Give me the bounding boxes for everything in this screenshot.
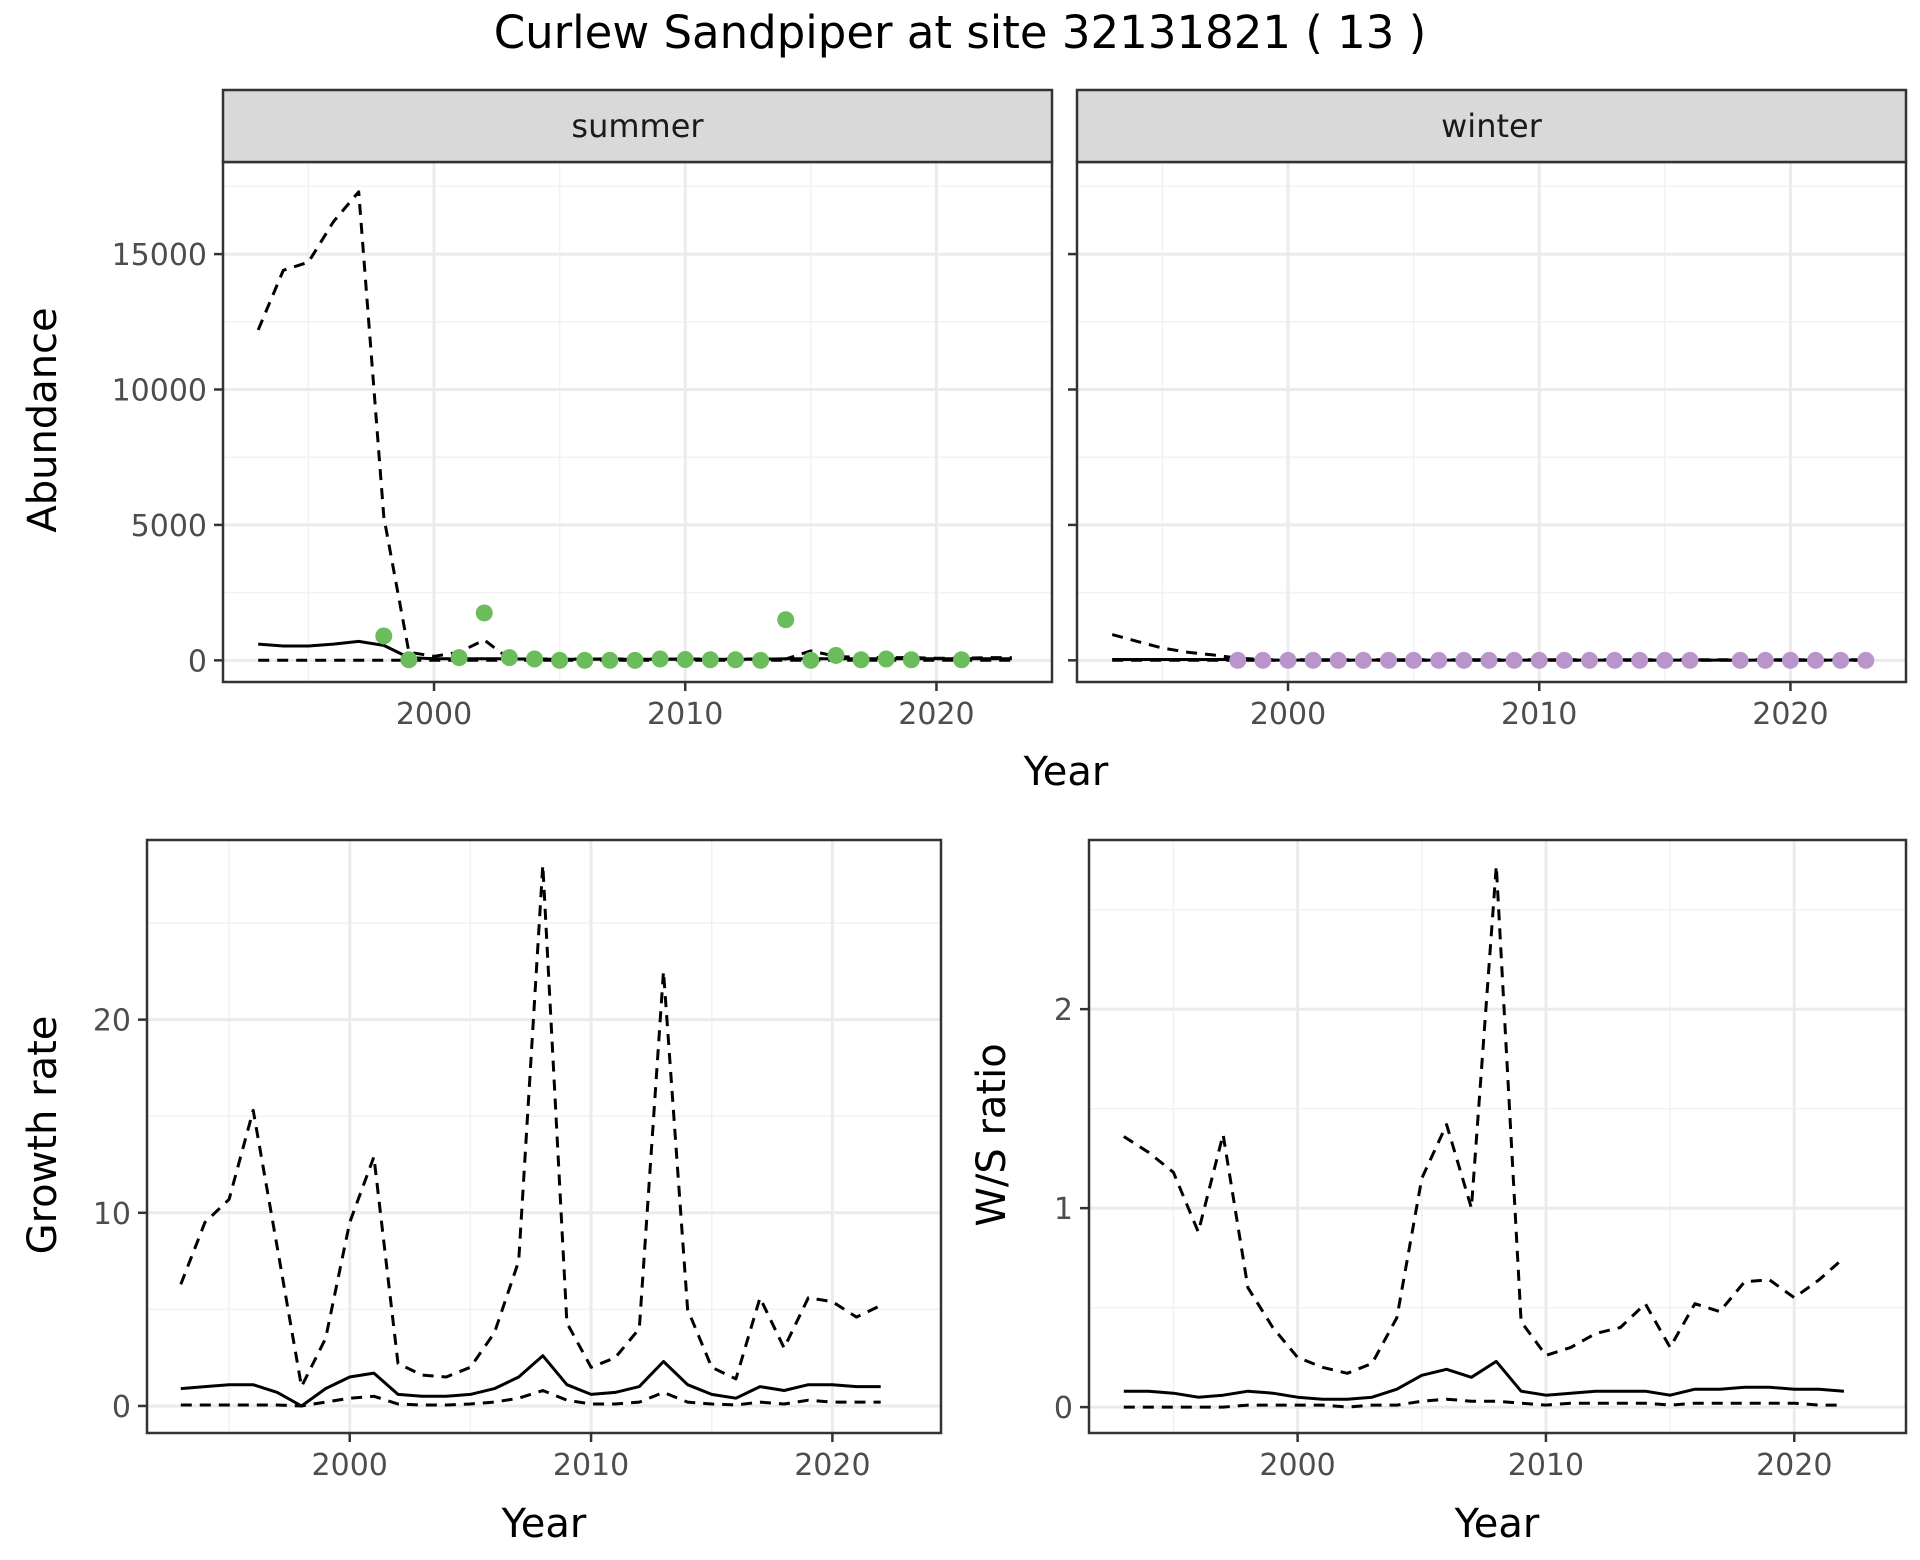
winter-data-point [1229, 651, 1247, 669]
growth-series-line-2 [179, 863, 882, 1389]
winter-plot-background [1077, 162, 1906, 682]
summer-data-point [953, 651, 971, 669]
growth-plot-background [147, 840, 941, 1433]
growth-rate-chart: 2000 2010 2020 0 10 20 Growth rate Year [20, 838, 943, 1547]
ws-ratio-x-tick-label: 2020 [1756, 1448, 1832, 1483]
winter-data-point [1681, 651, 1699, 669]
summer-data-point [676, 651, 694, 669]
winter-x-tick-label: 2000 [1250, 697, 1326, 732]
winter-data-point [1731, 651, 1749, 669]
ws-ratio-x-tick-label: 2010 [1508, 1448, 1584, 1483]
summer-x-tick-label: 2020 [898, 697, 974, 732]
abundance-x-axis-title: Year [1023, 749, 1109, 795]
summer-x-tick-label: 2010 [647, 697, 723, 732]
growth-y-tick-label: 0 [112, 1390, 131, 1425]
ws-ratio-y-tick-label: 0 [1054, 1391, 1073, 1426]
summer-data-point [601, 651, 619, 669]
summer-y-tick-label: 15000 [112, 238, 207, 273]
summer-data-point [475, 604, 493, 622]
ws-ratio-chart: 2000 2010 2020 0 1 2 W/S ratio Year [969, 838, 1908, 1547]
growth-rate-y-axis-title: Growth rate [20, 1016, 66, 1255]
winter-data-point [1832, 651, 1850, 669]
winter-data-point [1505, 651, 1523, 669]
summer-plot-background [223, 162, 1052, 682]
summer-data-point [777, 611, 795, 629]
summer-strip-label: summer [571, 107, 704, 145]
growth-series-line-1 [180, 1354, 881, 1408]
summer-y-tick-label: 10000 [112, 374, 207, 409]
summer-data-point [576, 651, 594, 669]
summer-data-point [852, 651, 870, 669]
winter-data-point [1304, 651, 1322, 669]
summer-data-point [626, 651, 644, 669]
summer-panel: summer 2000 2010 2020 0 5000 10000 15000 [112, 88, 1054, 732]
summer-data-point [827, 646, 845, 664]
growth-x-tick-label: 2020 [794, 1448, 870, 1483]
winter-data-point [1631, 651, 1649, 669]
winter-data-point [1656, 651, 1674, 669]
growth-y-tick-label: 20 [93, 1004, 131, 1039]
growth-x-tick-label: 2000 [312, 1448, 388, 1483]
abundance-y-axis-title: Abundance [20, 307, 66, 532]
summer-data-point [752, 651, 770, 669]
winter-data-point [1480, 651, 1498, 669]
ws-ratio-y-axis-title: W/S ratio [969, 1043, 1015, 1226]
ws-ratio-x-tick-label: 2000 [1259, 1448, 1335, 1483]
winter-panel: winter 2000 2010 2020 [1068, 88, 1908, 732]
growth-rate-panel: 2000 2010 2020 0 10 20 [93, 838, 943, 1483]
winter-data-point [1530, 651, 1548, 669]
winter-data-point [1756, 651, 1774, 669]
summer-strip [221, 88, 1054, 164]
winter-data-point [1329, 651, 1347, 669]
ws-ratio-series-line-3 [1123, 1397, 1844, 1409]
winter-data-point [1857, 651, 1875, 669]
winter-data-point [1781, 651, 1799, 669]
ws-ratio-y-tick-label: 1 [1054, 1192, 1073, 1227]
winter-data-point [1430, 651, 1448, 669]
ws-ratio-panel: 2000 2010 2020 0 1 2 [1054, 838, 1908, 1483]
winter-data-point [1455, 651, 1473, 669]
summer-data-point [651, 650, 669, 668]
summer-data-point [526, 650, 544, 668]
summer-data-point [726, 651, 744, 669]
summer-data-point [902, 651, 920, 669]
winter-data-point [1279, 651, 1297, 669]
winter-data-point [1405, 651, 1423, 669]
summer-x-tick-label: 2000 [396, 697, 472, 732]
summer-data-point [375, 627, 393, 645]
winter-data-point [1354, 651, 1372, 669]
summer-data-point [450, 649, 468, 667]
winter-data-point [1254, 651, 1272, 669]
growth-panel-border [145, 838, 943, 1435]
ws-ratio-y-tick-label: 2 [1054, 993, 1073, 1028]
winter-data-point [1580, 651, 1598, 669]
summer-data-point [500, 649, 518, 667]
winter-data-point [1555, 651, 1573, 669]
ws-ratio-panel-border [1087, 838, 1908, 1435]
growth-rate-x-axis-title: Year [501, 1501, 587, 1547]
abundance-chart: summer 2000 2010 2020 0 5000 10000 15000 winter… [20, 88, 1908, 795]
summer-data-point [701, 651, 719, 669]
winter-data-point [1606, 651, 1624, 669]
ws-ratio-series-line-1 [1123, 1359, 1845, 1401]
summer-data-point [877, 650, 895, 668]
ws-ratio-plot-background [1089, 840, 1906, 1433]
winter-data-point [1807, 651, 1825, 669]
ws-ratio-x-axis-title: Year [1454, 1501, 1540, 1547]
winter-x-tick-label: 2010 [1501, 697, 1577, 732]
winter-strip-label: winter [1441, 107, 1543, 145]
winter-x-tick-label: 2020 [1752, 697, 1828, 732]
figure-title: Curlew Sandpiper at site 32131821 ( 13 ) [494, 6, 1427, 59]
winter-strip [1075, 88, 1908, 164]
growth-series-line-3 [180, 1389, 881, 1408]
summer-data-point [400, 651, 418, 669]
growth-x-tick-label: 2010 [553, 1448, 629, 1483]
growth-y-tick-label: 10 [93, 1197, 131, 1232]
summer-y-tick-label: 5000 [131, 509, 207, 544]
summer-data-point [551, 651, 569, 669]
summer-data-point [802, 651, 820, 669]
summer-y-tick-label: 0 [188, 644, 207, 679]
winter-data-point [1380, 651, 1398, 669]
